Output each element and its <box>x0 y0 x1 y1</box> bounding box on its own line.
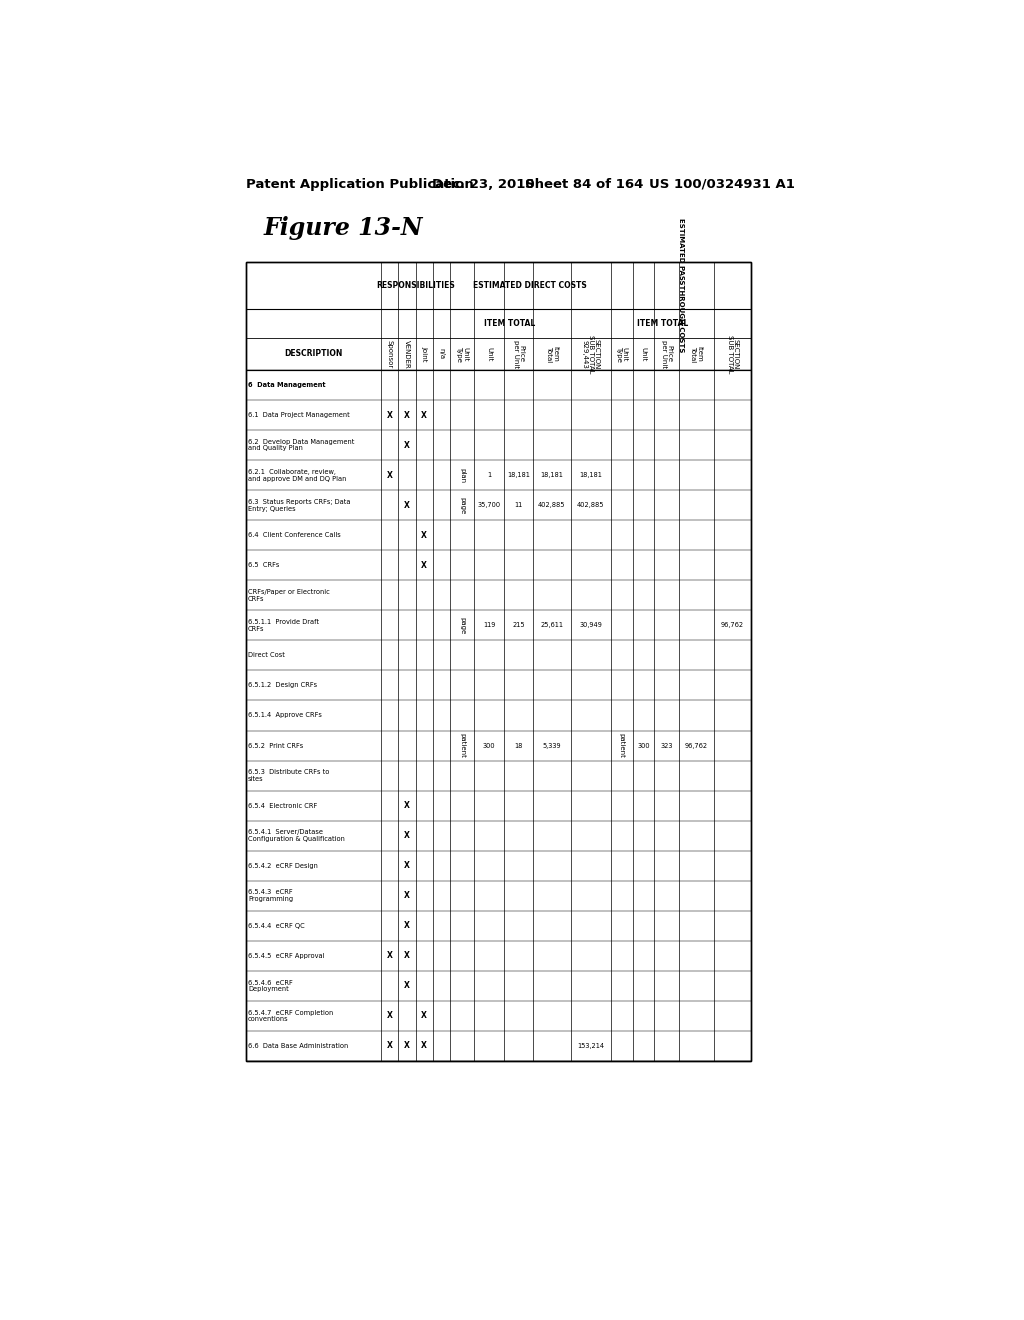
Text: Unit: Unit <box>486 347 493 362</box>
Text: 18,181: 18,181 <box>541 473 563 478</box>
Text: X: X <box>404 891 410 900</box>
Text: X: X <box>404 1041 410 1051</box>
Text: 1: 1 <box>487 473 492 478</box>
Text: 6.5  CRFs: 6.5 CRFs <box>248 562 280 569</box>
Text: VENDER: VENDER <box>404 339 410 368</box>
Text: Patent Application Publication: Patent Application Publication <box>246 178 473 190</box>
Text: X: X <box>404 952 410 960</box>
Text: Item
Total: Item Total <box>690 346 702 362</box>
Text: n/a: n/a <box>438 348 444 359</box>
Text: 30,949: 30,949 <box>580 623 602 628</box>
Text: 215: 215 <box>512 623 525 628</box>
Text: 6.5.4.6  eCRF
Deployment: 6.5.4.6 eCRF Deployment <box>248 979 293 993</box>
Text: 6.4  Client Conference Calls: 6.4 Client Conference Calls <box>248 532 341 539</box>
Text: 6.3  Status Reports CRFs; Data
Entry; Queries: 6.3 Status Reports CRFs; Data Entry; Que… <box>248 499 350 512</box>
Text: X: X <box>404 981 410 990</box>
Text: X: X <box>404 801 410 810</box>
Text: DESCRIPTION: DESCRIPTION <box>285 350 343 359</box>
Text: X: X <box>421 411 427 420</box>
Text: 402,885: 402,885 <box>539 503 565 508</box>
Text: patient: patient <box>618 733 625 758</box>
Text: 6.2  Develop Data Management
and Quality Plan: 6.2 Develop Data Management and Quality … <box>248 440 354 451</box>
Text: X: X <box>404 500 410 510</box>
Text: 96,762: 96,762 <box>721 623 744 628</box>
Text: 6.5.1.4  Approve CRFs: 6.5.1.4 Approve CRFs <box>248 713 322 718</box>
Text: X: X <box>404 411 410 420</box>
Text: CRFs/Paper or Electronic
CRFs: CRFs/Paper or Electronic CRFs <box>248 589 330 602</box>
Text: ESTIMATED DIRECT COSTS: ESTIMATED DIRECT COSTS <box>473 281 587 290</box>
Text: 25,611: 25,611 <box>541 623 563 628</box>
Text: plan: plan <box>459 467 465 483</box>
Text: US 100/0324931 A1: US 100/0324931 A1 <box>649 178 795 190</box>
Text: X: X <box>421 1041 427 1051</box>
Text: X: X <box>387 471 393 479</box>
Text: Dec. 23, 2010: Dec. 23, 2010 <box>432 178 535 190</box>
Text: X: X <box>387 1041 393 1051</box>
Text: 6.5.1.2  Design CRFs: 6.5.1.2 Design CRFs <box>248 682 317 689</box>
Text: 6.5.4.4  eCRF QC: 6.5.4.4 eCRF QC <box>248 923 305 929</box>
Text: X: X <box>387 411 393 420</box>
Text: X: X <box>421 531 427 540</box>
Text: page: page <box>459 496 465 513</box>
Text: 300: 300 <box>483 743 496 748</box>
Text: Figure 13-N: Figure 13-N <box>263 216 423 240</box>
Text: 6.5.1.1  Provide Draft
CRFs: 6.5.1.1 Provide Draft CRFs <box>248 619 319 632</box>
Text: X: X <box>387 1011 393 1020</box>
Text: Price
per Unit: Price per Unit <box>660 341 673 368</box>
Text: 18: 18 <box>514 743 523 748</box>
Text: Joint: Joint <box>421 346 427 362</box>
Bar <box>246 263 751 1061</box>
Text: 6.5.4.5  eCRF Approval: 6.5.4.5 eCRF Approval <box>248 953 325 958</box>
Text: 6.5.4.1  Server/Datase
Configuration & Qualification: 6.5.4.1 Server/Datase Configuration & Qu… <box>248 829 345 842</box>
Text: 18,181: 18,181 <box>580 473 602 478</box>
Text: patient: patient <box>459 733 465 758</box>
Text: X: X <box>387 952 393 960</box>
Text: 35,700: 35,700 <box>477 503 501 508</box>
Text: X: X <box>421 561 427 570</box>
Text: Unit
Type: Unit Type <box>456 346 468 362</box>
Text: ESTIMATED PASSTHROUGH COSTS: ESTIMATED PASSTHROUGH COSTS <box>678 218 684 352</box>
Text: RESPONSIBILITIES: RESPONSIBILITIES <box>376 281 455 290</box>
Text: 6.6  Data Base Administration: 6.6 Data Base Administration <box>248 1043 348 1049</box>
Text: 119: 119 <box>483 623 496 628</box>
Text: 6.5.3  Distribute CRFs to
sites: 6.5.3 Distribute CRFs to sites <box>248 770 330 781</box>
Text: Unit
Type: Unit Type <box>615 346 628 362</box>
Text: ITEM TOTAL: ITEM TOTAL <box>637 318 688 327</box>
Text: SECTION
SUB TOTAL: SECTION SUB TOTAL <box>726 335 738 374</box>
Text: X: X <box>404 921 410 931</box>
Text: 300: 300 <box>637 743 649 748</box>
Text: Price
per Unit: Price per Unit <box>513 341 524 368</box>
Text: X: X <box>421 1011 427 1020</box>
Text: 6.1  Data Project Management: 6.1 Data Project Management <box>248 412 350 418</box>
Text: 6.5.4.2  eCRF Design: 6.5.4.2 eCRF Design <box>248 863 318 869</box>
Text: X: X <box>404 861 410 870</box>
Text: 153,214: 153,214 <box>578 1043 604 1049</box>
Text: 96,762: 96,762 <box>685 743 708 748</box>
Text: Unit: Unit <box>640 347 646 362</box>
Text: 6.5.4.3  eCRF
Programming: 6.5.4.3 eCRF Programming <box>248 890 293 902</box>
Text: 6.2.1  Collaborate, review,
and approve DM and DQ Plan: 6.2.1 Collaborate, review, and approve D… <box>248 469 346 482</box>
Text: ITEM TOTAL: ITEM TOTAL <box>484 318 536 327</box>
Text: 6  Data Management: 6 Data Management <box>248 383 326 388</box>
Text: 6.5.2  Print CRFs: 6.5.2 Print CRFs <box>248 743 303 748</box>
Text: 11: 11 <box>514 503 522 508</box>
Text: 6.5.4.7  eCRF Completion
conventions: 6.5.4.7 eCRF Completion conventions <box>248 1010 334 1022</box>
Text: Sheet 84 of 164: Sheet 84 of 164 <box>524 178 643 190</box>
Text: 323: 323 <box>660 743 673 748</box>
Text: Direct Cost: Direct Cost <box>248 652 285 659</box>
Text: 402,885: 402,885 <box>577 503 604 508</box>
Text: SECTION
SUB TOTAL
929,443: SECTION SUB TOTAL 929,443 <box>582 335 600 374</box>
Text: 18,181: 18,181 <box>507 473 530 478</box>
Text: X: X <box>404 441 410 450</box>
Text: 6.5.4  Electronic CRF: 6.5.4 Electronic CRF <box>248 803 317 809</box>
Text: 5,339: 5,339 <box>543 743 561 748</box>
Text: Item
Total: Item Total <box>546 346 558 362</box>
Text: X: X <box>404 832 410 840</box>
Text: page: page <box>459 616 465 634</box>
Text: Sponsor: Sponsor <box>387 339 393 368</box>
